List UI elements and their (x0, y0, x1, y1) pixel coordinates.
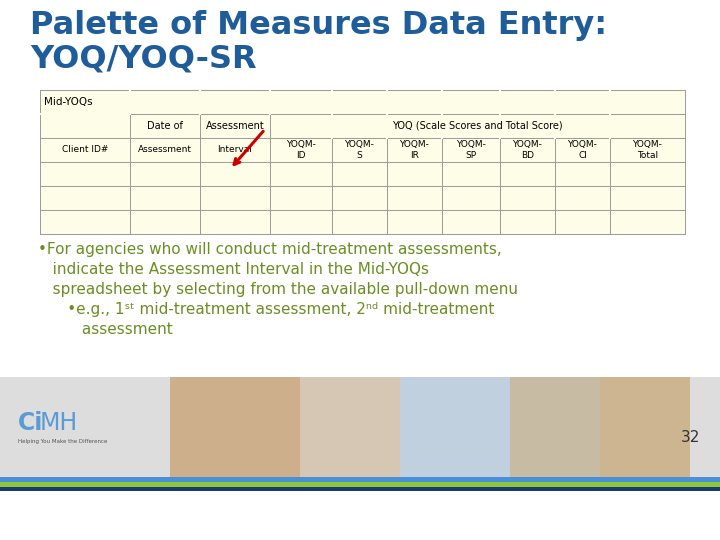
Text: Date of: Date of (147, 121, 183, 131)
Text: Interval: Interval (217, 145, 253, 154)
Text: Palette of Measures Data Entry:: Palette of Measures Data Entry: (30, 10, 607, 41)
Bar (0, 482, 720, 487)
Text: Assessment: Assessment (138, 145, 192, 154)
Text: YOQ/YOQ-SR: YOQ/YOQ-SR (30, 43, 256, 74)
Text: YOQM-
SP: YOQM- SP (456, 140, 486, 160)
Bar (170, 377, 300, 477)
Text: YOQM-
CI: YOQM- CI (567, 140, 598, 160)
Text: YOQM-
ID: YOQM- ID (286, 140, 316, 160)
Text: YOQ (Scale Scores and Total Score): YOQ (Scale Scores and Total Score) (392, 121, 563, 131)
Text: assessment: assessment (38, 322, 173, 337)
Bar (600, 377, 690, 477)
Text: •For agencies who will conduct mid-treatment assessments,: •For agencies who will conduct mid-treat… (38, 242, 502, 257)
Bar (0, 477, 720, 482)
Bar (300, 377, 400, 477)
Bar (0, 487, 720, 491)
Text: •e.g., 1ˢᵗ mid-treatment assessment, 2ⁿᵈ mid-treatment: •e.g., 1ˢᵗ mid-treatment assessment, 2ⁿᵈ… (38, 302, 495, 317)
Text: YOQM-
Total: YOQM- Total (633, 140, 662, 160)
Text: MH: MH (40, 411, 78, 435)
Text: Mid-YOQs: Mid-YOQs (44, 97, 93, 107)
Text: spreadsheet by selecting from the available pull-down menu: spreadsheet by selecting from the availa… (38, 282, 518, 297)
Bar (400, 377, 510, 477)
Text: Assessment: Assessment (206, 121, 264, 131)
Text: YOQM-
S: YOQM- S (345, 140, 374, 160)
Bar (0, 377, 720, 477)
Text: Ci: Ci (18, 411, 43, 435)
Text: YOQM-
IR: YOQM- IR (400, 140, 429, 160)
Text: 32: 32 (680, 429, 700, 444)
Text: YOQM-
BD: YOQM- BD (513, 140, 542, 160)
Bar (40, 90, 685, 234)
Text: Helping You Make the Difference: Helping You Make the Difference (18, 438, 107, 443)
Text: indicate the Assessment Interval in the Mid-YOQs: indicate the Assessment Interval in the … (38, 262, 429, 277)
Text: Client ID#: Client ID# (62, 145, 108, 154)
Bar (510, 377, 600, 477)
